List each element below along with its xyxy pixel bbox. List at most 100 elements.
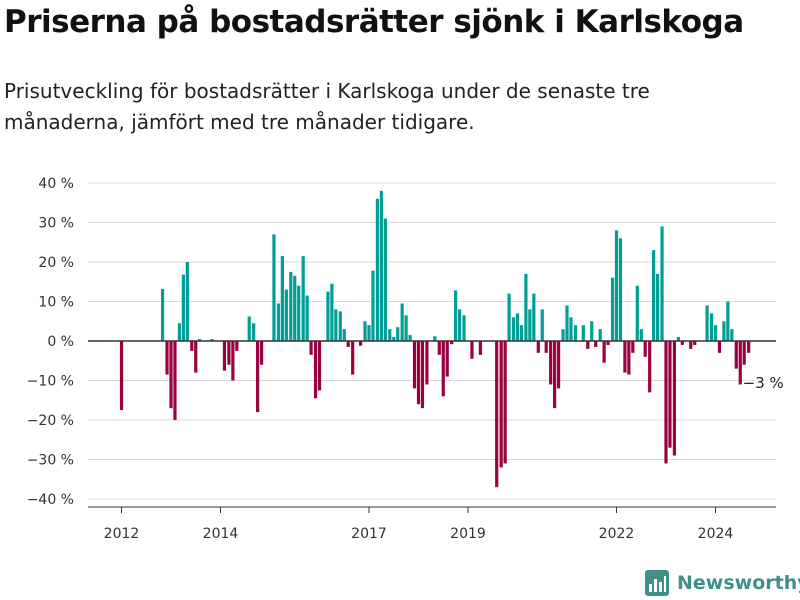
- bar: [565, 305, 569, 341]
- bar: [119, 341, 124, 411]
- bar: [317, 341, 322, 391]
- bar: [655, 273, 660, 341]
- bar: [358, 341, 363, 346]
- bar: [549, 341, 553, 385]
- bar: [441, 341, 445, 397]
- bar: [276, 303, 281, 341]
- bar: [400, 303, 404, 341]
- bar: [388, 329, 392, 341]
- bar: [627, 341, 631, 375]
- bar: [425, 341, 429, 385]
- x-tick-label: 2014: [203, 526, 239, 542]
- bar: [652, 250, 656, 341]
- latest-value-label: −3 %: [743, 374, 784, 392]
- bar: [594, 341, 598, 347]
- bar: [664, 341, 668, 464]
- bar: [689, 341, 693, 349]
- x-tick-label: 2019: [450, 526, 486, 542]
- bar: [326, 291, 330, 342]
- bar: [420, 341, 425, 409]
- bar: [379, 190, 383, 341]
- bar: [726, 301, 730, 341]
- bar: [309, 341, 313, 355]
- bar: [643, 341, 647, 357]
- bar: [330, 283, 334, 341]
- y-tick-label: −30 %: [27, 453, 74, 469]
- bar: [305, 295, 309, 341]
- bar: [470, 341, 474, 359]
- bar-chart-logo-icon: [645, 570, 669, 596]
- bar: [284, 289, 288, 341]
- bar: [346, 341, 350, 347]
- x-tick-label: 2024: [698, 526, 734, 542]
- annotation-layer: −3 %−3 %: [741, 372, 786, 394]
- bar: [478, 341, 482, 355]
- bar: [730, 329, 734, 341]
- bar: [738, 341, 742, 385]
- bar: [454, 290, 458, 341]
- bar: [160, 288, 165, 341]
- y-tick-label: 20 %: [38, 255, 74, 271]
- bar: [722, 321, 726, 341]
- bar: [544, 341, 548, 353]
- bar: [181, 274, 185, 341]
- bar: [668, 341, 672, 448]
- bar: [734, 341, 738, 369]
- bar: [433, 336, 437, 341]
- bar: [623, 341, 627, 373]
- bar: [569, 317, 573, 341]
- bar: [371, 270, 375, 341]
- bar: [222, 341, 227, 371]
- bar: [367, 325, 371, 341]
- bar: [515, 313, 520, 341]
- bar: [503, 341, 507, 464]
- x-tick-label: 2022: [599, 526, 635, 542]
- x-tick-label: 2012: [104, 526, 140, 542]
- brand-name: Newsworthy: [677, 572, 800, 594]
- bar: [252, 323, 256, 341]
- bar: [227, 341, 231, 365]
- bar: [524, 273, 528, 341]
- y-tick-label: 0 %: [47, 334, 74, 350]
- y-tick-label: 40 %: [38, 176, 74, 192]
- bar: [165, 341, 169, 375]
- bar: [334, 309, 338, 341]
- bar: [457, 309, 462, 341]
- bar: [416, 341, 421, 405]
- bar: [602, 341, 606, 363]
- bar: [618, 238, 623, 341]
- chart-title: Priserna på bostadsrätter sjönk i Karlsk…: [4, 4, 744, 40]
- bar: [408, 335, 412, 341]
- brand-logo: Newsworthy: [645, 568, 800, 598]
- bar: [648, 341, 652, 393]
- bar: [519, 325, 524, 341]
- bar: [210, 339, 214, 341]
- y-axis-ticks: 40 % 30 % 20 % 10 % 0 % −10 % −20 % −30 % −40 %: [27, 176, 74, 508]
- y-tick-label: −20 %: [27, 413, 74, 429]
- bar: [289, 271, 293, 342]
- bar: [301, 256, 305, 341]
- bar: [536, 341, 540, 353]
- bar: [338, 311, 342, 342]
- bar: [450, 341, 454, 345]
- bar: [556, 341, 561, 389]
- bar: [660, 226, 664, 341]
- bar: [507, 293, 511, 341]
- bar: [259, 341, 264, 365]
- bar: [747, 341, 751, 353]
- bar: [396, 327, 400, 341]
- bar: [532, 293, 536, 341]
- bar: [462, 315, 466, 341]
- bar: [177, 323, 182, 341]
- bar: [705, 305, 709, 341]
- x-axis: 2012 2014 2017 2019 2022 2024: [88, 506, 776, 542]
- bar: [631, 341, 635, 353]
- bar: [173, 341, 177, 420]
- x-tick-label: 2017: [351, 526, 387, 542]
- bar: [297, 285, 301, 341]
- bar: [256, 341, 260, 413]
- bar: [499, 341, 503, 468]
- bar: [190, 341, 194, 351]
- bar: [272, 234, 276, 341]
- bar: [742, 341, 746, 365]
